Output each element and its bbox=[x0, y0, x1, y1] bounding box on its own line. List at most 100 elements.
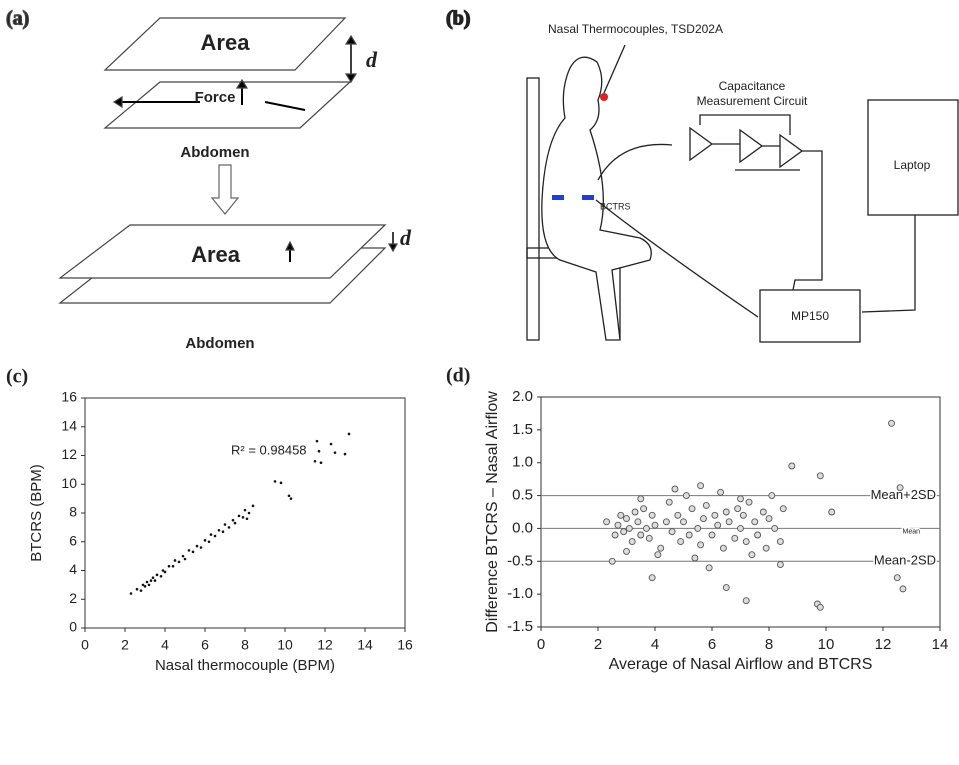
point bbox=[725, 518, 733, 526]
point bbox=[657, 544, 665, 552]
point bbox=[739, 511, 747, 519]
y-tick-label: 14 bbox=[61, 417, 77, 433]
pointer bbox=[603, 44, 626, 94]
point bbox=[651, 521, 659, 529]
mp150 bbox=[759, 289, 861, 343]
wire bbox=[595, 199, 759, 318]
point bbox=[776, 561, 784, 569]
point bbox=[697, 482, 705, 490]
point bbox=[241, 516, 245, 519]
point bbox=[317, 449, 321, 453]
arrowhead bbox=[112, 95, 123, 109]
point bbox=[187, 549, 191, 552]
x-tick-label: 6 bbox=[201, 637, 209, 653]
d-label: d bbox=[400, 225, 412, 250]
point bbox=[717, 488, 724, 496]
point bbox=[623, 515, 630, 523]
point bbox=[648, 511, 656, 519]
point bbox=[816, 472, 824, 480]
arrowhead bbox=[344, 73, 358, 84]
point bbox=[643, 524, 650, 532]
belt bbox=[552, 195, 564, 200]
point bbox=[251, 504, 255, 508]
point bbox=[289, 497, 293, 500]
y-tick-label: 6 bbox=[69, 532, 77, 548]
x-tick-label: 4 bbox=[651, 636, 659, 653]
point bbox=[731, 534, 739, 542]
op-amp bbox=[689, 126, 714, 162]
point bbox=[149, 579, 153, 582]
plane bbox=[58, 224, 387, 279]
point bbox=[893, 574, 901, 582]
y-tick-label: 10 bbox=[61, 475, 77, 491]
point bbox=[771, 524, 779, 532]
x-tick-label: 12 bbox=[875, 636, 892, 653]
point bbox=[896, 484, 904, 492]
arrowhead bbox=[344, 34, 358, 45]
wire bbox=[861, 215, 916, 313]
point bbox=[751, 518, 759, 526]
x-tick-label: 12 bbox=[317, 637, 333, 653]
point bbox=[742, 538, 750, 546]
point bbox=[645, 534, 653, 542]
y-tick-label: 16 bbox=[61, 389, 77, 405]
y-tick-label: 2.0 bbox=[512, 388, 533, 405]
point bbox=[888, 419, 895, 427]
point bbox=[233, 521, 237, 525]
panel-label: (a) bbox=[6, 8, 29, 30]
point bbox=[674, 511, 682, 519]
wire bbox=[792, 150, 823, 291]
point bbox=[173, 559, 177, 562]
point bbox=[680, 518, 687, 526]
point bbox=[691, 554, 699, 562]
x-tick-label: 14 bbox=[932, 636, 949, 653]
point bbox=[677, 538, 685, 546]
point bbox=[708, 531, 716, 539]
point bbox=[637, 495, 645, 503]
point bbox=[177, 560, 181, 564]
point bbox=[688, 505, 696, 513]
point bbox=[151, 576, 155, 579]
down-arrow bbox=[210, 164, 240, 215]
point bbox=[719, 544, 727, 552]
point bbox=[734, 505, 742, 513]
x-tick-label: 8 bbox=[765, 636, 773, 653]
point bbox=[700, 515, 707, 523]
x-tick-label: 4 bbox=[161, 637, 169, 653]
point bbox=[611, 531, 619, 539]
point bbox=[776, 538, 784, 546]
point bbox=[648, 574, 656, 582]
sensor-label: Nasal Thermocouples, TSD202A bbox=[548, 22, 723, 36]
point bbox=[153, 579, 157, 582]
y-tick-label: 12 bbox=[61, 446, 77, 462]
annotation: R² = 0.98458 bbox=[231, 443, 307, 458]
y-axis-title: Difference BTCRS – Nasal Airflow bbox=[484, 391, 501, 633]
plane bbox=[103, 81, 352, 129]
area-label: Area bbox=[201, 30, 251, 55]
belt-label: BCTRS bbox=[600, 201, 631, 211]
arrowhead bbox=[235, 78, 249, 89]
x-axis-title: Nasal thermocouple (BPM) bbox=[155, 657, 335, 674]
point bbox=[768, 492, 776, 500]
point bbox=[163, 570, 167, 574]
y-tick-label: 0.0 bbox=[512, 519, 533, 536]
point bbox=[765, 515, 773, 523]
arrowhead bbox=[285, 240, 295, 251]
point bbox=[313, 459, 317, 463]
x-tick-label: 0 bbox=[81, 637, 89, 653]
point bbox=[608, 557, 616, 565]
point bbox=[745, 498, 753, 506]
point bbox=[213, 534, 217, 538]
circuit bbox=[699, 114, 815, 171]
panel-label: (c) bbox=[6, 366, 28, 388]
plot-frame bbox=[540, 396, 941, 628]
point bbox=[614, 521, 622, 529]
point bbox=[147, 583, 151, 587]
point bbox=[685, 531, 693, 539]
x-axis-title: Average of Nasal Airflow and BTCRS bbox=[609, 656, 873, 673]
point bbox=[139, 589, 143, 592]
y-tick-label: 4 bbox=[69, 561, 77, 577]
point bbox=[209, 533, 213, 536]
point bbox=[714, 521, 722, 529]
laptop-label: Laptop bbox=[894, 158, 931, 172]
